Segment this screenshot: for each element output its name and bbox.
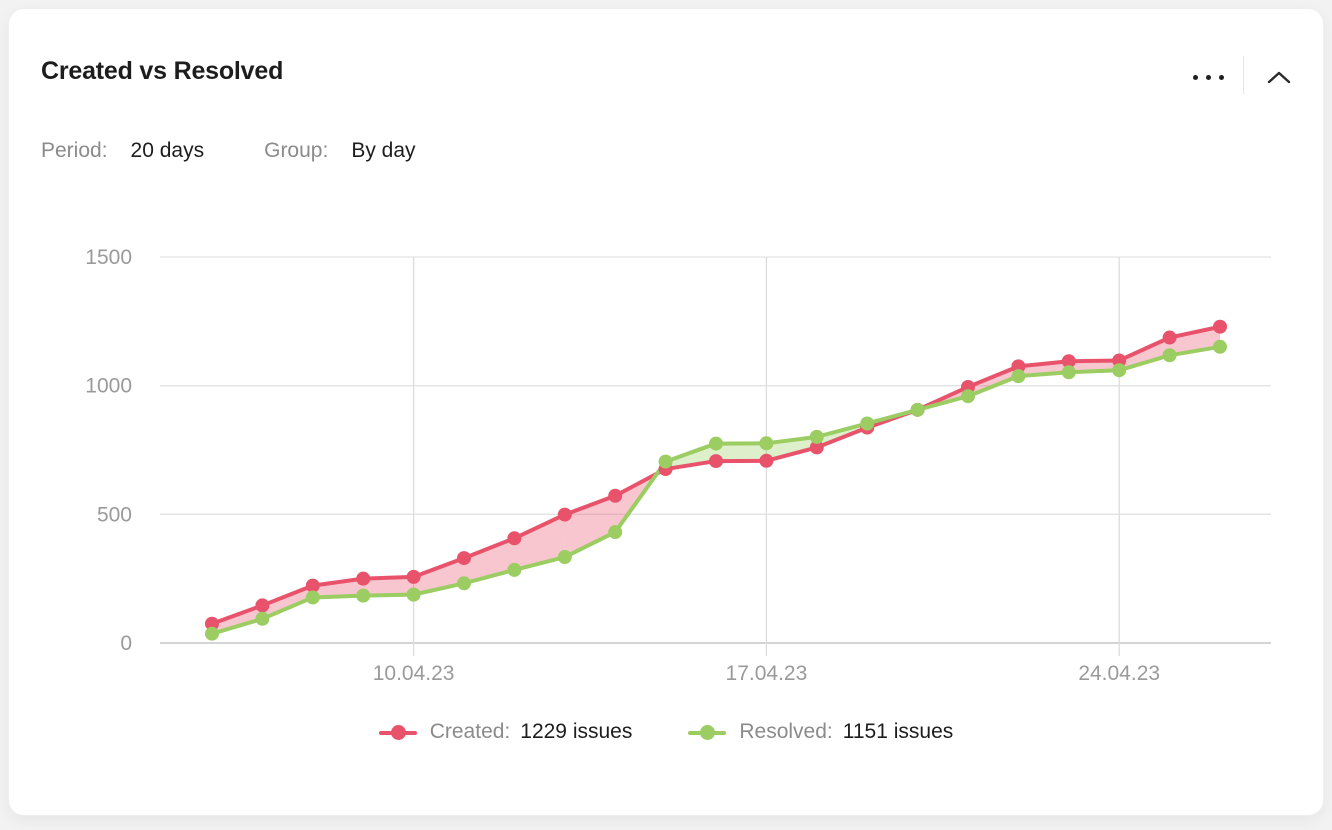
group-value-dropdown[interactable]: By day <box>351 139 416 162</box>
legend-label-created: Created: <box>429 720 511 743</box>
collapse-button[interactable] <box>1261 59 1297 95</box>
chart-controls: Period: 20 days Group: By day <box>41 139 416 163</box>
header-divider <box>1243 56 1244 94</box>
legend-item-resolved[interactable]: Resolved: 1151 issues <box>688 720 953 744</box>
chart-legend: Created: 1229 issues Resolved: 1151 issu… <box>9 720 1323 744</box>
more-options-button[interactable] <box>1189 59 1227 95</box>
ellipsis-icon <box>1192 74 1224 80</box>
legend-value-created: 1229 issues <box>520 720 633 743</box>
chevron-up-icon <box>1267 71 1291 83</box>
widget-title: Created vs Resolved <box>41 57 284 85</box>
period-label: Period: <box>41 139 108 162</box>
chart-widget-card: Created vs Resolved Period: 20 days Grou… <box>8 8 1324 816</box>
legend-value-resolved: 1151 issues <box>842 720 954 743</box>
created-series-marker-icon <box>378 724 417 740</box>
resolved-series-marker-icon <box>688 724 727 740</box>
legend-label-resolved: Resolved: <box>739 720 833 743</box>
period-value-dropdown[interactable]: 20 days <box>130 139 205 162</box>
legend-item-created[interactable]: Created: 1229 issues <box>378 720 633 744</box>
group-label: Group: <box>264 139 329 162</box>
